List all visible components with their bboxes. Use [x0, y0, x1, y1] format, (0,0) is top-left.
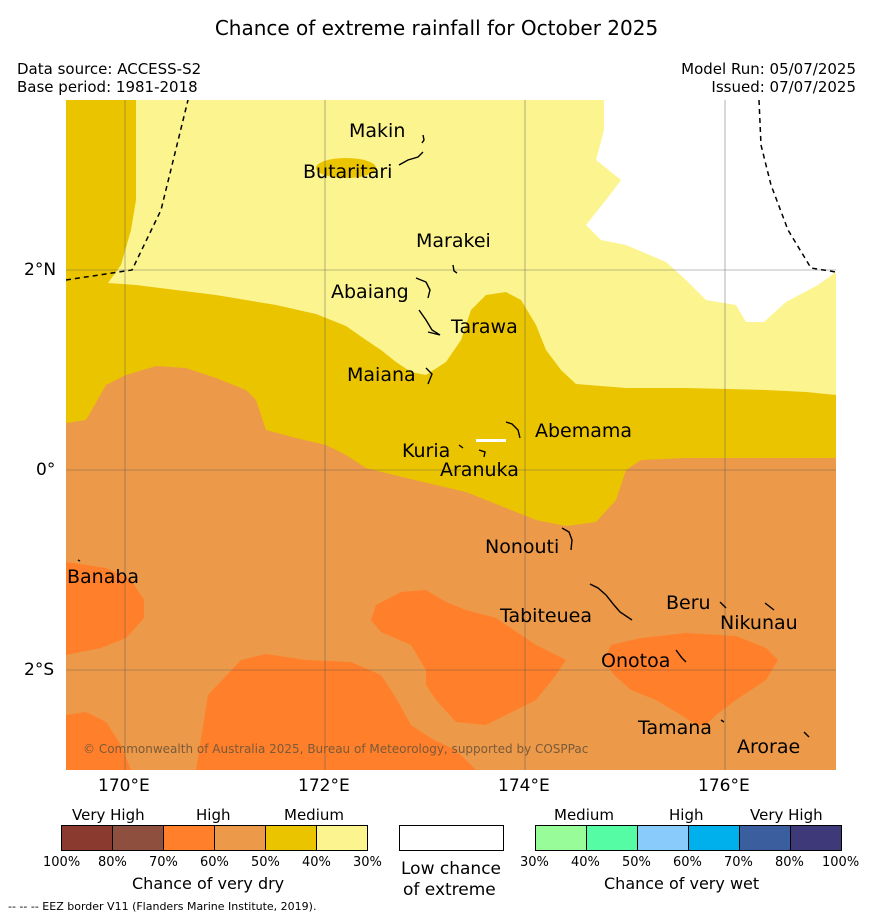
- dry-pct-100: 100%: [43, 855, 81, 870]
- dry-swatch-2: [113, 826, 164, 850]
- low-caption-line1: Low chance: [401, 859, 501, 879]
- dry-pct-30: 30%: [353, 855, 382, 870]
- low-chance-swatch: [399, 825, 504, 851]
- eez-border: [66, 100, 836, 281]
- aranuka-channel: [476, 439, 506, 442]
- map-title: Chance of extreme rainfall for October 2…: [214, 16, 659, 40]
- dry-pct-70: 70%: [149, 855, 178, 870]
- wet-pct-50: 50%: [622, 855, 651, 870]
- low-chance-zone: [586, 100, 836, 322]
- dry-caption: Chance of very dry: [132, 874, 285, 893]
- place-maiana: Maiana: [347, 364, 416, 386]
- wet-cat-very-high: Very High: [750, 806, 823, 824]
- dry-pct-80: 80%: [98, 855, 127, 870]
- dry-swatch-5: [266, 826, 317, 850]
- wet-swatch-4: [689, 826, 740, 850]
- dry-colorbar: [61, 825, 368, 851]
- very-high-dry-zone-banaba: [66, 562, 144, 655]
- lon-tick-174e: 174°E: [498, 776, 550, 796]
- very-high-dry-zone-onotoa: [604, 633, 778, 725]
- dry-swatch-4: [215, 826, 266, 850]
- wet-pct-70: 70%: [724, 855, 753, 870]
- graticule: [66, 100, 836, 770]
- wet-pct-80: 80%: [775, 855, 804, 870]
- dry-cat-high: High: [196, 806, 231, 824]
- eez-footer-note: -- -- -- EEZ border V11 (Flanders Marine…: [8, 900, 317, 913]
- wet-cat-high: High: [669, 806, 704, 824]
- dry-cat-very-high: Very High: [72, 806, 145, 824]
- model-run: Model Run: 05/07/2025: [681, 60, 856, 78]
- dry-swatch-6: [317, 826, 367, 850]
- wet-colorbar: [535, 825, 842, 851]
- dry-pct-40: 40%: [302, 855, 331, 870]
- wet-swatch-1: [536, 826, 587, 850]
- wet-swatch-6: [791, 826, 841, 850]
- place-arorae: Arorae: [737, 736, 801, 758]
- issued-date: Issued: 07/07/2025: [711, 78, 856, 96]
- place-makin: Makin: [349, 120, 406, 142]
- wet-pct-40: 40%: [571, 855, 600, 870]
- lat-tick-2n: 2°N: [24, 260, 57, 280]
- place-kuria: Kuria: [402, 440, 451, 462]
- place-butaritari: Butaritari: [303, 161, 393, 183]
- source-info: Data source: ACCESS-S2 Base period: 1981…: [17, 60, 201, 96]
- dry-cat-medium: Medium: [284, 806, 344, 824]
- place-abaiang: Abaiang: [331, 281, 409, 303]
- place-nonouti: Nonouti: [485, 536, 560, 558]
- place-onotoa: Onotoa: [601, 650, 671, 672]
- wet-swatch-3: [638, 826, 689, 850]
- lat-tick-2s: 2°S: [24, 660, 55, 680]
- lon-tick-170e: 170°E: [98, 776, 150, 796]
- dry-swatch-1: [62, 826, 113, 850]
- wet-pct-30: 30%: [520, 855, 549, 870]
- very-high-dry-zone-central: [371, 590, 566, 725]
- place-banaba: Banaba: [67, 566, 140, 588]
- wet-swatch-2: [587, 826, 638, 850]
- very-high-dry-zone-sw: [66, 712, 131, 770]
- run-info: Model Run: 05/07/2025 Issued: 07/07/2025: [681, 60, 856, 96]
- place-aranuka: Aranuka: [440, 459, 519, 481]
- place-nikunau: Nikunau: [720, 612, 798, 634]
- wet-pct-60: 60%: [673, 855, 702, 870]
- dry-pct-50: 50%: [251, 855, 280, 870]
- lon-tick-176e: 176°E: [698, 776, 750, 796]
- low-caption-line2: of extreme: [403, 880, 496, 900]
- wet-pct-100: 100%: [822, 855, 860, 870]
- wet-cat-medium: Medium: [554, 806, 614, 824]
- place-beru: Beru: [666, 592, 711, 614]
- place-marakei: Marakei: [416, 230, 491, 252]
- data-source: Data source: ACCESS-S2: [17, 60, 202, 78]
- copyright-note: © Commonwealth of Australia 2025, Bureau…: [83, 742, 589, 756]
- very-high-dry-zone-south: [196, 654, 476, 770]
- dry-pct-60: 60%: [200, 855, 229, 870]
- wet-caption: Chance of very wet: [604, 874, 760, 893]
- lon-tick-172e: 172°E: [298, 776, 350, 796]
- map-area: [66, 100, 836, 770]
- dry-swatch-3: [164, 826, 215, 850]
- place-tarawa: Tarawa: [451, 316, 518, 338]
- base-period: Base period: 1981-2018: [17, 78, 198, 96]
- place-tabiteuea: Tabiteuea: [500, 605, 592, 627]
- place-tamana: Tamana: [638, 717, 712, 739]
- butaritari-zone: [316, 158, 376, 178]
- islands: [77, 134, 810, 738]
- lat-tick-0: 0°: [36, 460, 56, 480]
- wet-swatch-5: [740, 826, 791, 850]
- place-abemama: Abemama: [535, 420, 633, 442]
